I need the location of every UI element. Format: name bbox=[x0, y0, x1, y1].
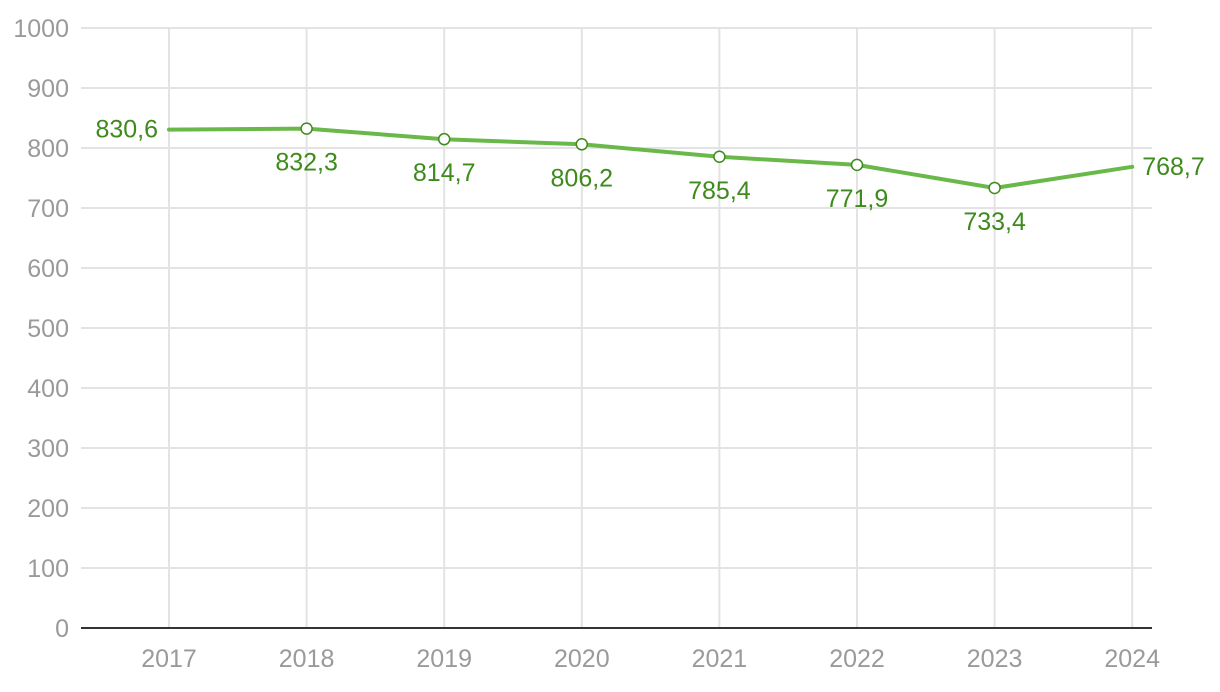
y-tick-label: 100 bbox=[27, 555, 69, 583]
data-label: 830,6 bbox=[95, 116, 158, 144]
y-tick-label: 300 bbox=[27, 435, 69, 463]
y-tick-label: 800 bbox=[27, 135, 69, 163]
series-group bbox=[167, 122, 1135, 195]
x-axis-tick-labels: 2017 2018 2019 2020 2021 2022 2023 2024 bbox=[141, 645, 1160, 673]
y-tick-label: 0 bbox=[55, 615, 69, 643]
horizontal-gridlines bbox=[81, 27, 1152, 569]
data-label: 733,4 bbox=[963, 208, 1026, 236]
x-tick-label: 2019 bbox=[416, 645, 472, 673]
data-point-marker bbox=[300, 122, 313, 135]
y-tick-label: 400 bbox=[27, 375, 69, 403]
data-label: 814,7 bbox=[413, 159, 476, 187]
data-point-marker bbox=[988, 181, 1001, 195]
x-tick-label: 2020 bbox=[554, 645, 610, 673]
y-tick-label: 600 bbox=[27, 255, 69, 283]
x-tick-label: 2022 bbox=[829, 645, 885, 673]
data-point-marker bbox=[437, 132, 451, 146]
y-tick-label: 900 bbox=[27, 75, 69, 103]
data-label: 785,4 bbox=[688, 177, 751, 205]
x-tick-label: 2018 bbox=[279, 645, 335, 673]
y-tick-label: 1000 bbox=[13, 15, 69, 43]
x-tick-label: 2023 bbox=[967, 645, 1023, 673]
data-label: 771,9 bbox=[826, 185, 889, 213]
x-tick-label: 2021 bbox=[692, 645, 748, 673]
data-label: 806,2 bbox=[551, 164, 614, 192]
data-label: 832,3 bbox=[275, 149, 338, 177]
data-point-marker bbox=[575, 138, 589, 151]
data-point-marker bbox=[850, 158, 864, 172]
series-line bbox=[167, 126, 1135, 190]
x-tick-label: 2017 bbox=[141, 645, 197, 673]
y-tick-label: 700 bbox=[27, 195, 69, 223]
x-tick-label: 2024 bbox=[1104, 645, 1160, 673]
data-label: 768,7 bbox=[1142, 153, 1205, 181]
data-labels: 830,6 832,3 814,7 806,2 785,4 771,9 733,4 768,7 bbox=[95, 116, 1204, 236]
y-axis-tick-labels: 0 100 200 300 400 500 600 700 800 900 1000 bbox=[13, 15, 69, 643]
y-tick-label: 200 bbox=[27, 495, 69, 523]
y-tick-label: 500 bbox=[27, 315, 69, 343]
data-point-marker bbox=[713, 150, 726, 164]
